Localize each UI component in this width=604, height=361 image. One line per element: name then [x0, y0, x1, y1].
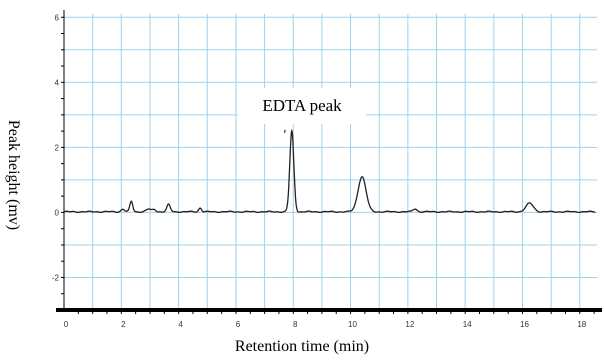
x-tick-label: 18 [577, 320, 586, 329]
y-tick-label: 4 [55, 78, 60, 87]
x-tick-label: 16 [520, 320, 529, 329]
x-tick-label: 10 [348, 320, 357, 329]
y-tick-label: 0 [55, 208, 60, 217]
y-tick-label: -2 [52, 273, 60, 282]
chart-axes [56, 10, 602, 314]
tick-labels: 0 2 4 6 8 10 12 14 16 18 -2 0 2 4 6 [52, 13, 587, 329]
y-tick-label: 2 [55, 143, 60, 152]
x-tick-label: 12 [405, 320, 414, 329]
x-tick-label: 0 [64, 320, 69, 329]
y-tick-label: 6 [55, 13, 60, 22]
grid-lines [64, 14, 597, 310]
x-tick-label: 2 [121, 320, 126, 329]
x-tick-label: 6 [236, 320, 241, 329]
edta-peak-annotation: EDTA peak [238, 88, 366, 124]
y-axis-label-wrap: Peak height (mv) [0, 60, 26, 290]
chromatogram-line [64, 128, 596, 214]
x-tick-label: 8 [293, 320, 298, 329]
x-tick-label: 4 [178, 320, 183, 329]
x-tick-label: 14 [463, 320, 472, 329]
y-axis-label: Peak height (mv) [5, 119, 23, 231]
x-axis-label: Retention time (min) [234, 338, 370, 355]
